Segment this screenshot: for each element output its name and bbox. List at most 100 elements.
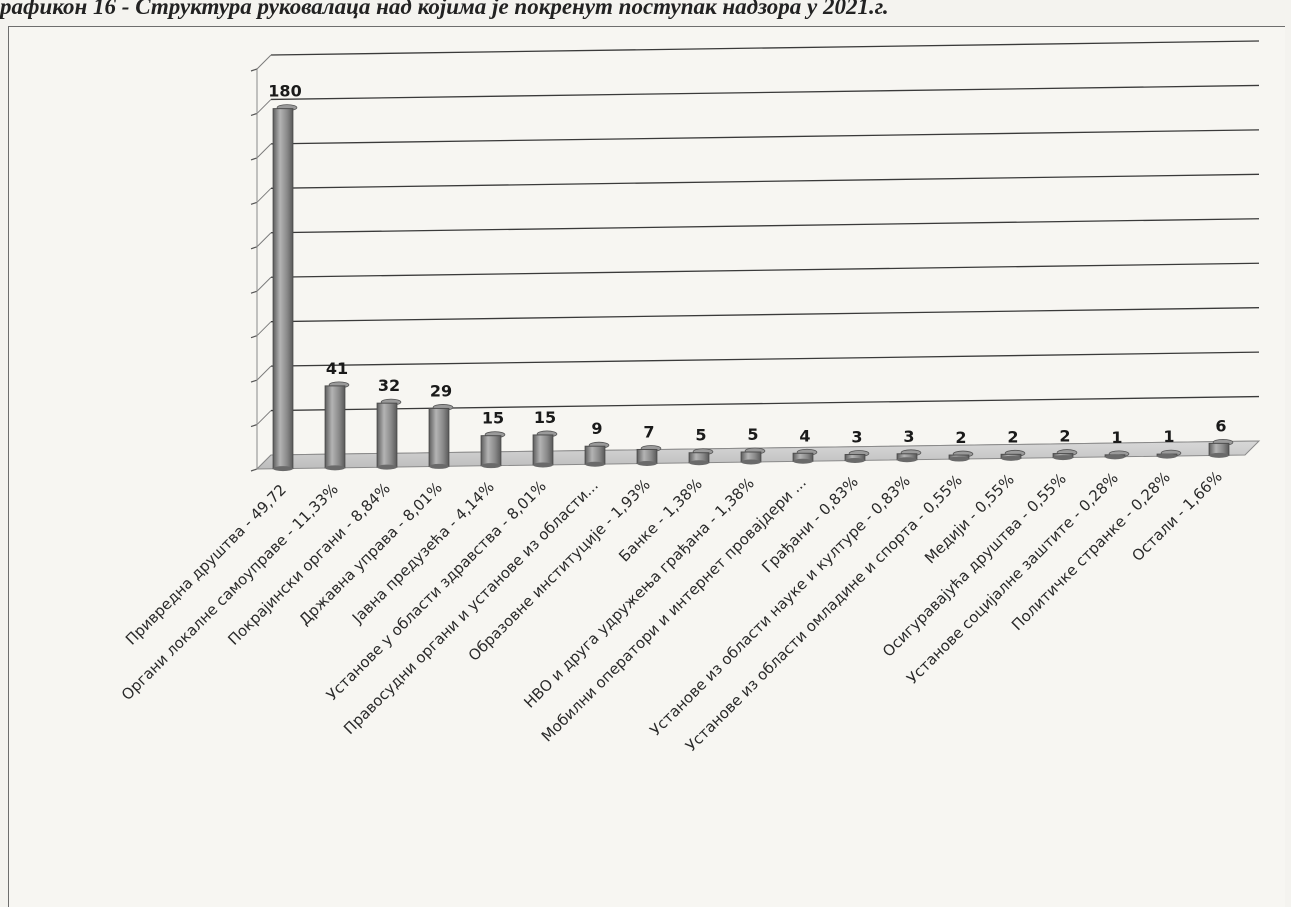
bar [792, 448, 818, 464]
bar [844, 450, 870, 464]
gridline [270, 84, 1260, 101]
gridline-depth [256, 232, 272, 248]
gridline-depth [256, 143, 272, 159]
bar [584, 441, 610, 467]
bar-base [1157, 453, 1177, 459]
axis-tick [250, 423, 258, 428]
bar-body [272, 108, 294, 470]
data-label: 2 [1059, 427, 1070, 446]
bar [324, 381, 350, 471]
data-label: 41 [326, 359, 348, 378]
bar [1052, 449, 1078, 461]
bar [1156, 449, 1182, 459]
axis-tick [250, 157, 258, 161]
value-axis [250, 68, 258, 472]
data-label: 32 [378, 376, 400, 395]
gridline [270, 218, 1260, 234]
bar [376, 398, 402, 470]
bar [896, 449, 922, 463]
gridline-depth [256, 99, 272, 114]
data-label: 1 [1111, 428, 1122, 447]
data-label: 180 [268, 82, 301, 101]
axis-tick [250, 335, 258, 339]
data-label: 9 [591, 419, 602, 438]
gridline [270, 262, 1260, 278]
bar [688, 448, 714, 466]
data-label: 2 [955, 428, 966, 447]
bar-base [1209, 452, 1229, 458]
gridline-depth [256, 187, 272, 203]
chart-frame: 180 41 32 29 15 15 9 7 5 5 4 3 3 2 2 2 1 1 6 Привредна дру… [8, 26, 1285, 907]
data-label: 4 [799, 426, 810, 445]
bar-base [741, 459, 761, 465]
bar [1000, 449, 1026, 461]
bar-base [689, 460, 709, 466]
chart-title: рафикон 16 - Структура руковалаца над ко… [0, 0, 889, 19]
bar-base [949, 456, 969, 462]
bar-base [325, 465, 345, 471]
data-label: 1 [1163, 427, 1174, 446]
axis-tick [250, 112, 258, 117]
bar-base [1105, 454, 1125, 460]
bar-base [845, 458, 865, 464]
data-label: 5 [695, 426, 706, 445]
bar-body [584, 445, 606, 465]
bar [740, 447, 766, 465]
category-label: Остали - 1,66% [1128, 467, 1226, 565]
category-label: Образовне институције - 1,93% [465, 476, 654, 665]
axis-tick [250, 379, 258, 383]
category-label: Осигуравајућа друштва - 0,55% [879, 470, 1070, 661]
data-label: 15 [482, 409, 504, 428]
category-label: Органи локалне самоуправе - 11,33% [118, 480, 342, 704]
bar-base [897, 457, 917, 463]
axis-tick [250, 68, 258, 72]
axis-tick [250, 201, 258, 205]
bar-base [377, 464, 397, 470]
gridline [270, 129, 1260, 145]
gridlines [256, 40, 1260, 470]
category-label: Медији - 0,55% [921, 470, 1018, 567]
data-label: 3 [903, 427, 914, 446]
gridline [270, 395, 1260, 412]
bar [272, 104, 298, 472]
gridline-depth [256, 54, 272, 70]
gridline-depth [256, 365, 272, 381]
gridline [270, 40, 1260, 56]
gridline-depth [256, 410, 272, 425]
bar [948, 450, 974, 462]
bar-body [428, 407, 450, 467]
bar-base [1053, 455, 1073, 461]
bar-base [1001, 455, 1021, 461]
gridline-depth [256, 321, 272, 337]
bar-base [429, 463, 449, 469]
category-label: Грађани - 0,83% [758, 473, 862, 577]
data-label: 7 [643, 422, 654, 441]
bar [1208, 438, 1234, 458]
data-label: 2 [1007, 427, 1018, 446]
bar [1104, 450, 1130, 460]
bar-base [533, 462, 553, 468]
bar-base [481, 463, 501, 469]
bar [428, 404, 454, 469]
axis-tick [250, 246, 258, 250]
data-label: 5 [747, 425, 758, 444]
gridline [270, 307, 1260, 323]
bar [636, 445, 662, 466]
gridline-depth [256, 276, 272, 292]
data-label: 29 [430, 381, 452, 400]
bar [532, 430, 558, 468]
bar-base [637, 460, 657, 466]
gridline [270, 351, 1260, 367]
gridline [270, 173, 1260, 189]
bar-body [376, 402, 398, 468]
data-label: 6 [1215, 416, 1226, 435]
data-label: 3 [851, 428, 862, 447]
bar-body [324, 385, 346, 469]
bar-body [480, 435, 502, 467]
bar [480, 431, 506, 469]
bar-base [273, 466, 293, 472]
data-label: 15 [534, 408, 556, 427]
